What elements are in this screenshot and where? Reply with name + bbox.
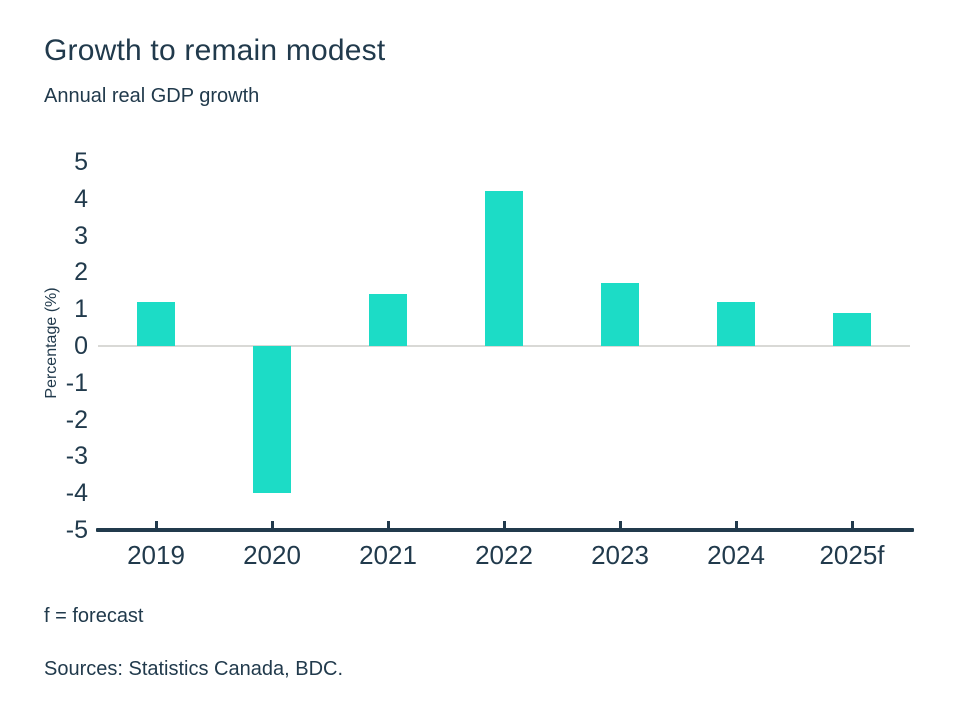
- y-tick-label--3: -3: [65, 442, 88, 471]
- y-tick-label--4: -4: [65, 479, 88, 508]
- x-tick-label-2021: 2021: [359, 540, 417, 570]
- bar-2020: [253, 346, 291, 494]
- bar-2025f: [833, 312, 871, 346]
- y-tick-label--1: -1: [65, 368, 88, 397]
- x-tick-label-2019: 2019: [127, 540, 185, 570]
- chart-title: Growth to remain modest: [44, 34, 386, 67]
- x-tick-mark-2019: [154, 521, 158, 528]
- x-tick-mark-2025f: [850, 521, 854, 528]
- chart-subtitle: Annual real GDP growth: [44, 85, 260, 107]
- forecast-note: f = forecast: [44, 605, 144, 627]
- x-tick-mark-2024: [734, 521, 738, 528]
- y-tick-label-1: 1: [74, 295, 88, 324]
- y-tick-label-0: 0: [74, 332, 88, 360]
- bar-2023: [601, 283, 639, 346]
- sources-note: Sources: Statistics Canada, BDC.: [44, 658, 344, 680]
- y-tick-label-5: 5: [74, 148, 88, 176]
- bar-2019: [137, 301, 175, 346]
- x-tick-mark-2020: [270, 521, 274, 528]
- x-tick-label-2022: 2022: [475, 540, 533, 570]
- bar-2021: [369, 294, 407, 346]
- bar-2022: [485, 191, 523, 346]
- bar-2024: [717, 301, 755, 346]
- y-tick-label-4: 4: [74, 184, 88, 213]
- y-tick-label--5: -5: [65, 516, 88, 544]
- x-axis-line: [96, 528, 914, 532]
- x-tick-mark-2022: [502, 521, 506, 528]
- y-tick-label--2: -2: [65, 405, 88, 434]
- zero-gridline: [98, 345, 910, 347]
- x-tick-label-2020: 2020: [243, 540, 301, 570]
- x-tick-label-2025f: 2025f: [819, 540, 885, 570]
- x-tick-label-2023: 2023: [591, 540, 649, 570]
- y-tick-label-2: 2: [74, 258, 88, 287]
- x-tick-mark-2023: [618, 521, 622, 528]
- x-tick-label-2024: 2024: [707, 540, 765, 570]
- y-tick-label-3: 3: [74, 221, 88, 250]
- x-tick-mark-2021: [386, 521, 390, 528]
